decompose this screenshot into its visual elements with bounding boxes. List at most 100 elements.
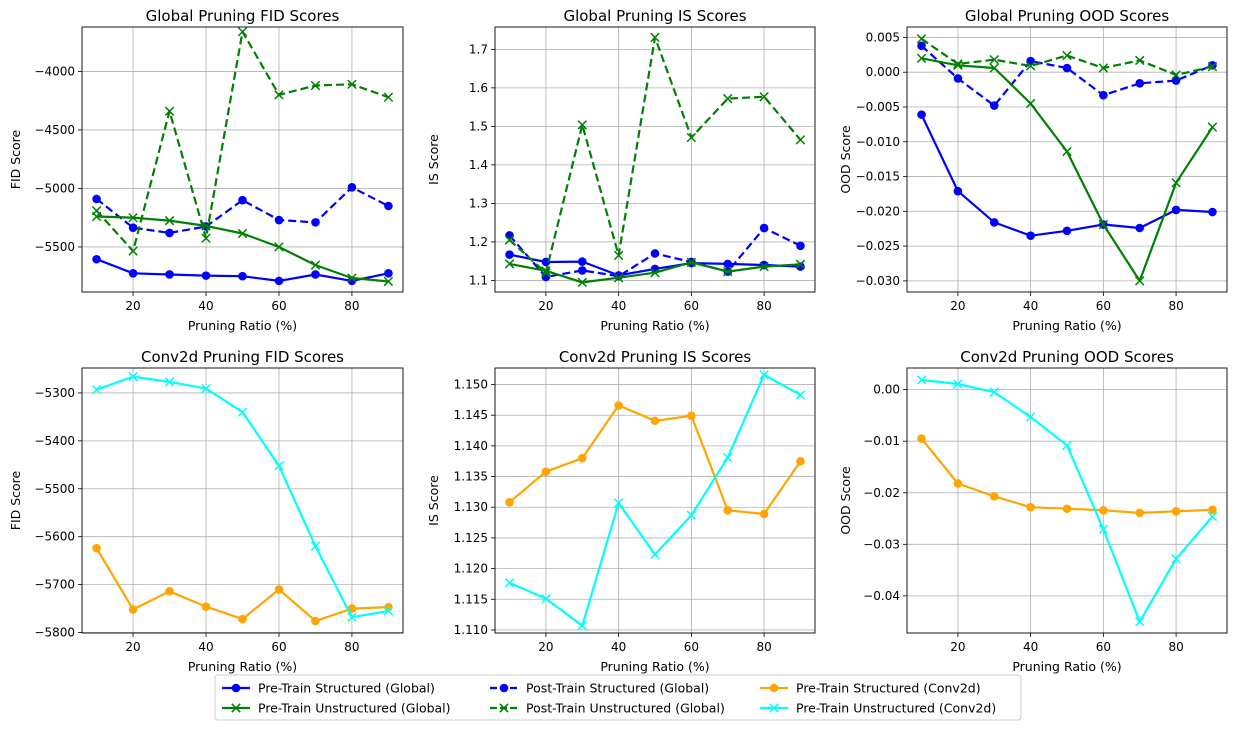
data-point — [650, 549, 660, 560]
data-point — [311, 616, 320, 626]
data-point — [613, 498, 624, 508]
chart-panel-2: 20 40 60 80 1.1 1.2 1.3 1.4 1.5 1.6 1.7 Global Prun… — [426, 7, 816, 333]
y-axis-label: FID Score — [8, 470, 23, 530]
series-line — [921, 378, 1214, 623]
data-point — [650, 416, 660, 426]
data-point — [165, 270, 174, 279]
data-point — [1171, 507, 1181, 516]
data-point — [796, 456, 805, 466]
data-point — [989, 63, 1000, 73]
y-tick-label: −5700 — [34, 578, 75, 592]
y-tick-label: −5300 — [34, 386, 75, 400]
data-point — [759, 370, 769, 380]
y-tick-label: 1.145 — [454, 408, 488, 422]
series-line — [920, 37, 1213, 77]
data-point — [795, 390, 806, 400]
data-point — [274, 215, 284, 225]
data-point — [577, 620, 588, 631]
data-point — [1062, 146, 1072, 157]
data-point — [347, 79, 357, 90]
x-tick-label: 20 — [950, 299, 965, 313]
data-point — [614, 401, 623, 410]
legend-label: Post-Train Unstructured (Global) — [526, 701, 725, 716]
data-point — [722, 266, 733, 277]
x-tick-label: 80 — [344, 299, 359, 313]
y-tick-label: 1.150 — [454, 378, 488, 392]
data-point — [1098, 524, 1109, 535]
x-tick-label: 60 — [684, 640, 699, 654]
data-point — [164, 215, 175, 226]
data-point — [201, 221, 211, 231]
y-tick-label: 1.135 — [454, 470, 488, 484]
data-point — [164, 377, 175, 387]
data-point — [238, 195, 247, 205]
x-axis-label: Pruning Ratio (%) — [1012, 659, 1121, 674]
y-tick-label: 1.125 — [454, 531, 488, 545]
x-tick-label: 20 — [125, 640, 140, 654]
data-point — [91, 205, 102, 216]
y-axis-label: OOD Score — [838, 466, 853, 535]
data-point — [686, 510, 697, 520]
data-point — [347, 273, 357, 283]
chart-panel-1: 20 40 60 80 −5500 −5000 −4500 −4000 Global Pruni… — [8, 7, 404, 333]
x-tick-label: 60 — [271, 640, 286, 654]
y-tick-label: 0.005 — [866, 30, 900, 44]
x-tick-label: 20 — [950, 640, 965, 654]
plot-frame — [494, 367, 816, 634]
x-tick-label: 60 — [271, 299, 286, 313]
data-point — [686, 257, 697, 268]
data-point — [1098, 63, 1109, 73]
data-point — [1207, 511, 1218, 522]
chart-panel-4: 20 40 60 80 −5800 −5700 −5600 −5500 −5400 −5300 Co… — [8, 348, 404, 674]
data-point — [504, 259, 515, 269]
chart-title: Conv2d Pruning FID Scores — [141, 348, 344, 366]
y-tick-label: 0.000 — [866, 65, 900, 79]
series-line — [509, 373, 802, 627]
data-point — [128, 371, 138, 382]
data-point — [916, 53, 927, 64]
data-point — [541, 268, 551, 278]
series-line — [921, 57, 1214, 282]
data-point — [1025, 98, 1036, 109]
x-tick-label: 60 — [1096, 640, 1111, 654]
data-point — [989, 54, 1000, 65]
series-line — [96, 215, 389, 283]
y-tick-label: −5500 — [34, 240, 75, 254]
data-point — [1207, 122, 1218, 132]
x-tick-label: 40 — [198, 640, 213, 654]
y-tick-label: −0.010 — [856, 135, 900, 149]
x-tick-label: 80 — [1168, 299, 1183, 313]
y-tick-label: −0.005 — [856, 100, 900, 114]
y-tick-label: −5800 — [34, 626, 75, 640]
data-point — [650, 32, 660, 43]
data-point — [1062, 50, 1072, 61]
data-point — [989, 101, 999, 110]
x-axis-label: Pruning Ratio (%) — [188, 318, 297, 333]
chart-title: Global Pruning OOD Scores — [965, 7, 1169, 25]
data-point — [917, 110, 926, 119]
y-tick-label: 1.110 — [454, 623, 488, 637]
data-point — [1025, 61, 1036, 71]
series-line — [920, 114, 1213, 237]
legend-marker — [499, 703, 509, 713]
x-tick-label: 20 — [125, 299, 140, 313]
y-tick-label: 1.6 — [469, 81, 488, 95]
data-point — [1062, 440, 1072, 451]
y-tick-label: −4000 — [34, 64, 75, 78]
data-point — [201, 271, 211, 280]
legend: Pre-Train Structured (Global) Pre-Train U… — [214, 674, 1022, 721]
data-point — [128, 212, 138, 223]
data-point — [384, 201, 393, 211]
legend-marker — [499, 683, 509, 693]
data-point — [91, 384, 102, 395]
data-point — [92, 543, 101, 553]
y-tick-label: 1.120 — [454, 562, 488, 576]
data-point — [274, 585, 284, 594]
x-tick-label: 60 — [684, 299, 699, 313]
data-point — [1062, 226, 1072, 236]
data-point — [650, 268, 660, 278]
x-tick-label: 40 — [611, 640, 626, 654]
y-tick-label: 1.5 — [469, 119, 488, 133]
data-point — [1134, 55, 1145, 66]
